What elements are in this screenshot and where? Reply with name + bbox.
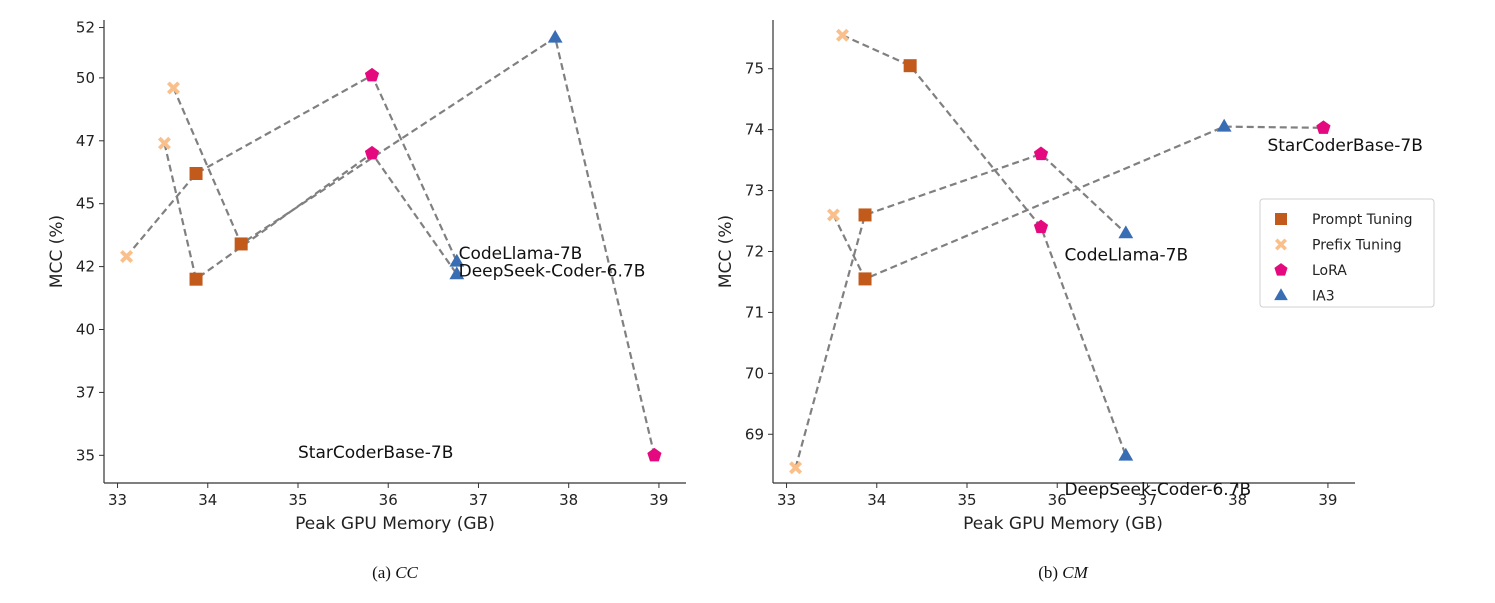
caption: (b) CM xyxy=(1038,563,1088,582)
chart-panel-cm: 33 34 35 36 37 38 39 69 70 71 72 73 74 75 Peak GPU Mem… xyxy=(716,20,1423,582)
x-tick-label: 39 xyxy=(649,491,668,509)
annotation-codellama-7b: CodeLlama-7B xyxy=(459,244,583,264)
legend-marker-prompt-tuning xyxy=(1275,213,1287,225)
series-line-deepseek-coder-6-7b xyxy=(794,152,1127,469)
x-tick-label: 38 xyxy=(559,491,578,509)
legend: Prompt Tuning Prefix Tuning LoRA IA3 xyxy=(1259,198,1435,308)
y-tick-label: 75 xyxy=(745,60,764,78)
x-tick-label: 35 xyxy=(957,491,976,509)
point-starcoderbase-7b-prefix-tuning xyxy=(835,28,849,42)
x-tick-label: 37 xyxy=(469,491,488,509)
point-codellama-7b-prompt-tuning xyxy=(189,166,203,180)
y-tick-label: 42 xyxy=(76,258,95,276)
y-tick-label: 71 xyxy=(745,303,764,321)
y-tick-label: 69 xyxy=(745,425,764,443)
x-tick-label: 33 xyxy=(777,491,796,509)
y-tick-label: 45 xyxy=(76,195,95,213)
y-tick-label: 72 xyxy=(745,243,764,261)
point-starcoderbase-7b-prefix-tuning xyxy=(166,81,180,95)
series-line-codellama-7b xyxy=(832,125,1324,281)
point-codellama-7b-prefix-tuning xyxy=(120,250,134,264)
legend-label-ia3: IA3 xyxy=(1312,289,1335,305)
annotation-starcoderbase-7b: StarCoderBase-7B xyxy=(1267,136,1422,156)
annotation-deepseek-coder-6-7b: DeepSeek-Coder-6.7B xyxy=(459,262,646,282)
annotation-deepseek-coder-6-7b: DeepSeek-Coder-6.7B xyxy=(1064,480,1251,500)
point-deepseek-coder-6-7b-ia3 xyxy=(449,266,465,280)
legend-label-prompt-tuning: Prompt Tuning xyxy=(1312,212,1413,228)
point-codellama-7b-prompt-tuning xyxy=(858,272,872,286)
point-deepseek-coder-6-7b-prompt-tuning xyxy=(858,208,872,222)
legend-marker-ia3 xyxy=(1274,288,1288,301)
y-tick-label: 74 xyxy=(745,121,764,139)
point-starcoderbase-7b-lora xyxy=(1033,219,1049,234)
point-deepseek-coder-6-7b-lora xyxy=(364,145,380,160)
point-codellama-7b-ia3 xyxy=(449,253,465,267)
x-tick-label: 37 xyxy=(1138,491,1157,509)
x-tick-label: 34 xyxy=(867,491,886,509)
caption-name: CM xyxy=(1062,563,1088,582)
caption-prefix: (a) xyxy=(372,563,395,582)
legend-frame xyxy=(1259,198,1435,308)
x-tick-label: 34 xyxy=(198,491,217,509)
point-codellama-7b-lora xyxy=(1316,120,1331,134)
chart-panel-cc: 33 34 35 36 37 38 39 35 37 40 42 45 47 50 52 Peak GPU M… xyxy=(47,19,686,582)
caption: (a) CC xyxy=(372,563,418,582)
annotation-starcoderbase-7b: StarCoderBase-7B xyxy=(298,443,453,463)
point-deepseek-coder-6-7b-ia3 xyxy=(1118,225,1134,239)
legend-label-prefix-tuning: Prefix Tuning xyxy=(1312,238,1402,254)
y-tick-label: 52 xyxy=(76,19,95,37)
series-line-codellama-7b xyxy=(125,73,458,263)
y-tick-label: 73 xyxy=(745,182,764,200)
y-tick-label: 70 xyxy=(745,364,764,382)
y-tick-label: 35 xyxy=(76,446,95,464)
legend-marker-lora xyxy=(1274,263,1288,276)
y-axis-label: MCC (%) xyxy=(47,215,67,288)
y-tick-label: 47 xyxy=(76,132,95,150)
point-deepseek-coder-6-7b-lora xyxy=(1033,146,1049,161)
y-tick-label: 37 xyxy=(76,383,95,401)
x-tick-label: 39 xyxy=(1318,491,1337,509)
point-deepseek-coder-6-7b-prompt-tuning xyxy=(189,272,203,286)
series-line-starcoderbase-7b xyxy=(842,34,1127,456)
point-codellama-7b-ia3 xyxy=(1216,118,1232,132)
series-line-starcoderbase-7b xyxy=(172,35,656,456)
point-starcoderbase-7b-prompt-tuning xyxy=(903,59,917,73)
point-codellama-7b-prefix-tuning xyxy=(826,208,840,222)
x-tick-label: 36 xyxy=(1048,491,1067,509)
x-tick-label: 35 xyxy=(288,491,307,509)
point-starcoderbase-7b-ia3 xyxy=(547,29,563,43)
x-tick-label: 38 xyxy=(1228,491,1247,509)
x-tick-label: 36 xyxy=(379,491,398,509)
point-starcoderbase-7b-ia3 xyxy=(1118,447,1134,461)
legend-label-lora: LoRA xyxy=(1312,263,1347,279)
y-axis-label: MCC (%) xyxy=(716,215,736,288)
point-codellama-7b-lora xyxy=(364,67,380,82)
x-axis-label: Peak GPU Memory (GB) xyxy=(295,514,495,534)
point-deepseek-coder-6-7b-prefix-tuning xyxy=(789,461,803,475)
point-deepseek-coder-6-7b-prefix-tuning xyxy=(157,136,171,150)
legend-marker-prefix-tuning xyxy=(1275,238,1287,251)
point-starcoderbase-7b-lora xyxy=(647,447,662,462)
x-tick-label: 33 xyxy=(108,491,127,509)
annotation-codellama-7b: CodeLlama-7B xyxy=(1064,246,1188,266)
caption-prefix: (b) xyxy=(1038,563,1062,582)
y-tick-label: 50 xyxy=(76,69,95,87)
caption-name: CC xyxy=(395,563,418,582)
x-axis-label: Peak GPU Memory (GB) xyxy=(963,514,1163,534)
y-tick-label: 40 xyxy=(76,321,95,339)
point-starcoderbase-7b-prompt-tuning xyxy=(234,237,248,251)
